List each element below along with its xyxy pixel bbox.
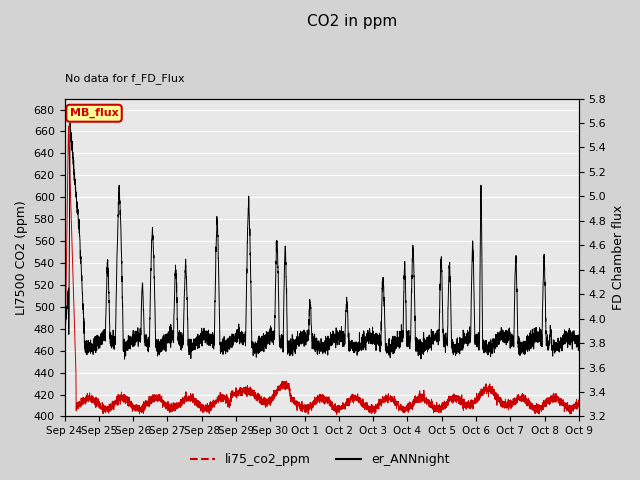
- Y-axis label: FD Chamber flux: FD Chamber flux: [612, 205, 625, 310]
- Y-axis label: LI7500 CO2 (ppm): LI7500 CO2 (ppm): [15, 200, 28, 315]
- Text: No data for f_FD_Flux: No data for f_FD_Flux: [65, 73, 184, 84]
- Text: MB_flux: MB_flux: [70, 108, 118, 119]
- Text: CO2 in ppm: CO2 in ppm: [307, 14, 397, 29]
- Legend: li75_co2_ppm, er_ANNnight: li75_co2_ppm, er_ANNnight: [186, 448, 454, 471]
